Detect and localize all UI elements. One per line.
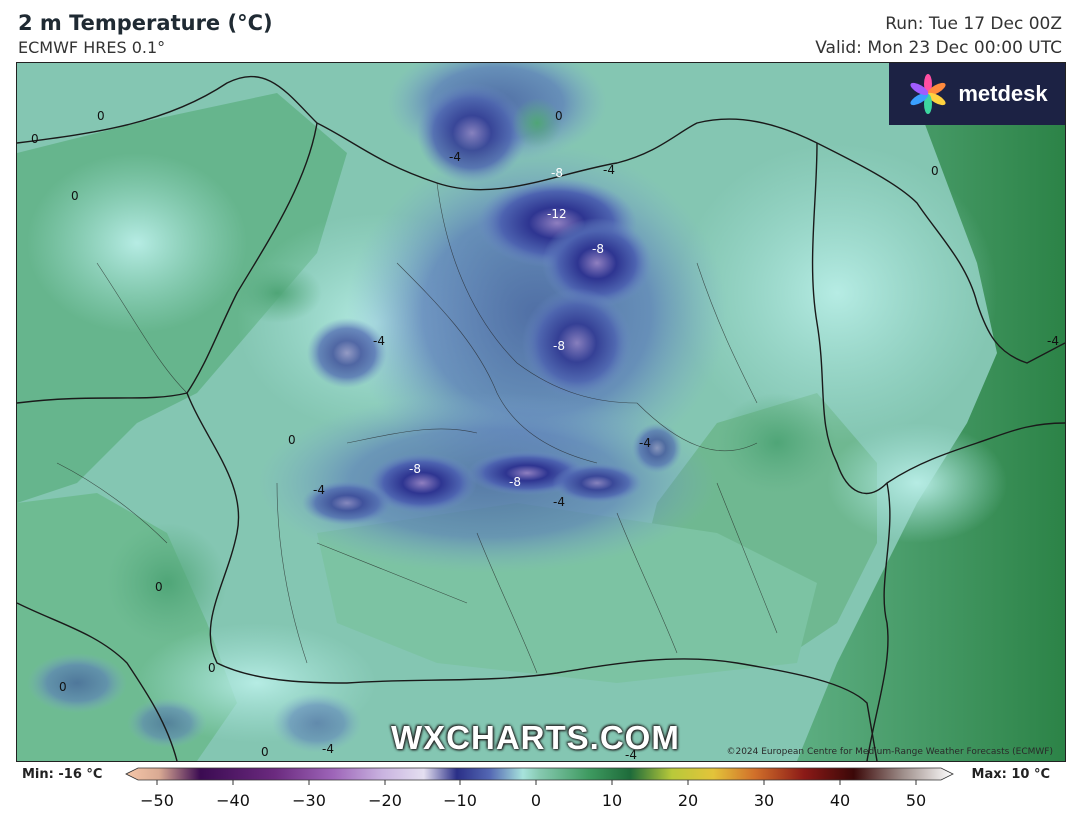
map-canvas: 0 0 0 0 0 0 0 0 0 0 -4 -4 -4 -4 -4 -4 -4…: [17, 63, 1065, 761]
contour-labels: 0 0 0 0 0 0 0 0 0 0 -4 -4 -4 -4 -4 -4 -4…: [31, 109, 1059, 761]
contour-label: -4: [373, 334, 385, 348]
contour-label: -4: [449, 150, 461, 164]
contour-label: 0: [97, 109, 105, 123]
contour-label: -8: [551, 166, 563, 180]
contour-label: -8: [592, 242, 604, 256]
temperature-map[interactable]: 0 0 0 0 0 0 0 0 0 0 -4 -4 -4 -4 -4 -4 -4…: [16, 62, 1066, 762]
contour-label: -4: [1047, 334, 1059, 348]
legend-tick-label: 40: [829, 791, 851, 810]
contour-label: 0: [288, 433, 296, 447]
color-legend: Min: -16 °C Max: 10 °C −50 −40 −30 −20 −…: [16, 763, 1064, 823]
legend-tick-label: −30: [292, 791, 326, 810]
metdesk-flower-icon: [910, 74, 946, 114]
legend-tick-label: 20: [677, 791, 699, 810]
legend-tick-label: −50: [140, 791, 174, 810]
ecmwf-copyright: ©2024 European Centre for Medium-Range W…: [726, 747, 1053, 757]
legend-min: Min: -16 °C: [22, 767, 103, 782]
contour-label: -8: [409, 462, 421, 476]
legend-tick-label: 0: [530, 791, 542, 810]
contour-label: 0: [261, 745, 269, 759]
county-borders: [56, 182, 778, 674]
legend-colorbar: [125, 767, 954, 785]
contour-label: -4: [639, 436, 651, 450]
contour-label: 0: [555, 109, 563, 123]
contour-label: -12: [547, 207, 567, 221]
chart-title: 2 m Temperature (°C): [18, 11, 273, 35]
legend-tick-label: −10: [443, 791, 477, 810]
legend-tick-label: 30: [753, 791, 775, 810]
wxcharts-watermark: WXCHARTS.COM: [391, 719, 680, 756]
legend-tick-label: 10: [601, 791, 623, 810]
contour-label: -4: [603, 163, 615, 177]
contour-label: -8: [509, 475, 521, 489]
contour-label: 0: [59, 680, 67, 694]
valid-time: Valid: Mon 23 Dec 00:00 UTC: [815, 38, 1062, 58]
contour-label: -8: [553, 339, 565, 353]
legend-ticks: [156, 780, 917, 785]
metdesk-logo: metdesk: [889, 63, 1065, 125]
contour-label: -4: [313, 483, 325, 497]
legend-tick-label: 50: [905, 791, 927, 810]
legend-max: Max: 10 °C: [971, 767, 1050, 782]
contour-label: 0: [931, 164, 939, 178]
contour-label: -4: [322, 742, 334, 756]
contour-label: 0: [155, 580, 163, 594]
legend-tick-label: −40: [216, 791, 250, 810]
run-time: Run: Tue 17 Dec 00Z: [885, 14, 1062, 34]
legend-tick-label: −20: [368, 791, 402, 810]
contour-label: -4: [625, 748, 637, 761]
contour-label: 0: [31, 132, 39, 146]
metdesk-logo-text: metdesk: [958, 81, 1048, 106]
contour-label: 0: [208, 661, 216, 675]
contour-label: 0: [71, 189, 79, 203]
contour-label: -4: [553, 495, 565, 509]
country-borders: [17, 75, 1065, 761]
model-subtitle: ECMWF HRES 0.1°: [18, 38, 166, 57]
